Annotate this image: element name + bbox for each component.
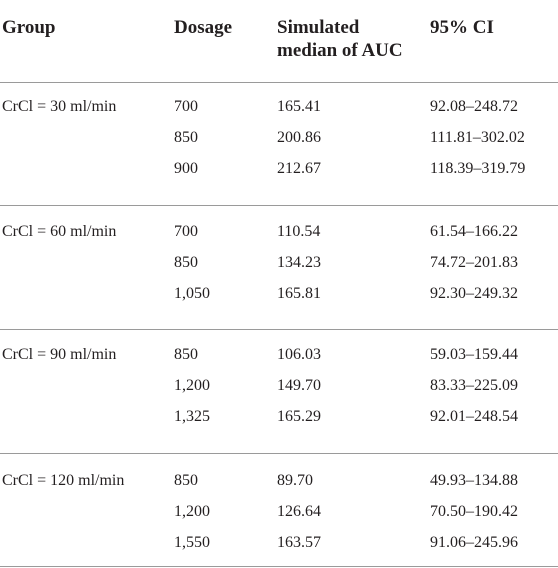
table-row: 1,325 165.29 92.01–248.54 [0, 402, 558, 432]
group-label: CrCl = 90 ml/min [2, 346, 117, 363]
dosage-cell: 1,050 [174, 285, 210, 302]
header-dosage: Dosage [174, 17, 233, 38]
table-row: CrCl = 60 ml/min 700 110.54 61.54–166.22 [0, 217, 558, 247]
auc-cell: 165.81 [277, 285, 321, 302]
ci-cell: 92.30–249.32 [430, 285, 518, 302]
auc-cell: 134.23 [277, 254, 321, 271]
ci-cell: 49.93–134.88 [430, 472, 518, 489]
table-row: 900 212.67 118.39–319.79 [0, 154, 558, 184]
ci-cell: 118.39–319.79 [430, 160, 526, 177]
ci-cell: 91.06–245.96 [430, 534, 518, 551]
table-row: 1,200 149.70 83.33–225.09 [0, 371, 558, 401]
header-group: Group [2, 17, 56, 38]
table-row: 1,050 165.81 92.30–249.32 [0, 279, 558, 309]
table-row: CrCl = 30 ml/min 700 165.41 92.08–248.72 [0, 92, 558, 122]
ci-cell: 83.33–225.09 [430, 377, 518, 394]
dosage-cell: 1,550 [174, 534, 210, 551]
auc-cell: 200.86 [277, 129, 321, 146]
header-divider [0, 82, 558, 83]
dosage-cell: 850 [174, 129, 198, 146]
auc-cell: 163.57 [277, 534, 321, 551]
table-row: 1,200 126.64 70.50–190.42 [0, 497, 558, 527]
table-row: CrCl = 90 ml/min 850 106.03 59.03–159.44 [0, 340, 558, 370]
dosage-cell: 1,200 [174, 503, 210, 520]
table-row: 850 134.23 74.72–201.83 [0, 248, 558, 278]
dosage-cell: 850 [174, 346, 198, 363]
ci-cell: 59.03–159.44 [430, 346, 518, 363]
auc-cell: 110.54 [277, 223, 321, 240]
ci-cell: 92.08–248.72 [430, 98, 518, 115]
header-auc-line1: Simulated [277, 17, 360, 38]
auc-cell: 212.67 [277, 160, 321, 177]
group-divider [0, 205, 558, 206]
ci-cell: 70.50–190.42 [430, 503, 518, 520]
auc-cell: 149.70 [277, 377, 321, 394]
table-header: Group Dosage Simulated median of AUC 95%… [0, 0, 558, 82]
dosage-cell: 700 [174, 98, 198, 115]
group-label: CrCl = 120 ml/min [2, 472, 125, 489]
group-label: CrCl = 60 ml/min [2, 223, 117, 240]
dosage-cell: 900 [174, 160, 198, 177]
auc-cell: 165.41 [277, 98, 321, 115]
group-divider [0, 453, 558, 454]
group-label: CrCl = 30 ml/min [2, 98, 117, 115]
auc-cell: 106.03 [277, 346, 321, 363]
group-divider [0, 329, 558, 330]
auc-cell: 126.64 [277, 503, 321, 520]
header-ci: 95% CI [430, 17, 494, 38]
auc-cell: 89.70 [277, 472, 313, 489]
header-auc: Simulated median of AUC [277, 16, 403, 62]
ci-cell: 92.01–248.54 [430, 408, 518, 425]
dosage-cell: 700 [174, 223, 198, 240]
ci-cell: 61.54–166.22 [430, 223, 518, 240]
table-bottom-rule [0, 566, 558, 567]
dosage-cell: 850 [174, 472, 198, 489]
ci-cell: 111.81–302.02 [430, 129, 525, 146]
dosage-cell: 1,325 [174, 408, 210, 425]
header-auc-line2: median of AUC [277, 40, 403, 61]
table-row: 1,550 163.57 91.06–245.96 [0, 528, 558, 558]
ci-cell: 74.72–201.83 [430, 254, 518, 271]
dosage-cell: 1,200 [174, 377, 210, 394]
auc-cell: 165.29 [277, 408, 321, 425]
table-row: CrCl = 120 ml/min 850 89.70 49.93–134.88 [0, 466, 558, 496]
dosage-cell: 850 [174, 254, 198, 271]
table-row: 850 200.86 111.81–302.02 [0, 123, 558, 153]
